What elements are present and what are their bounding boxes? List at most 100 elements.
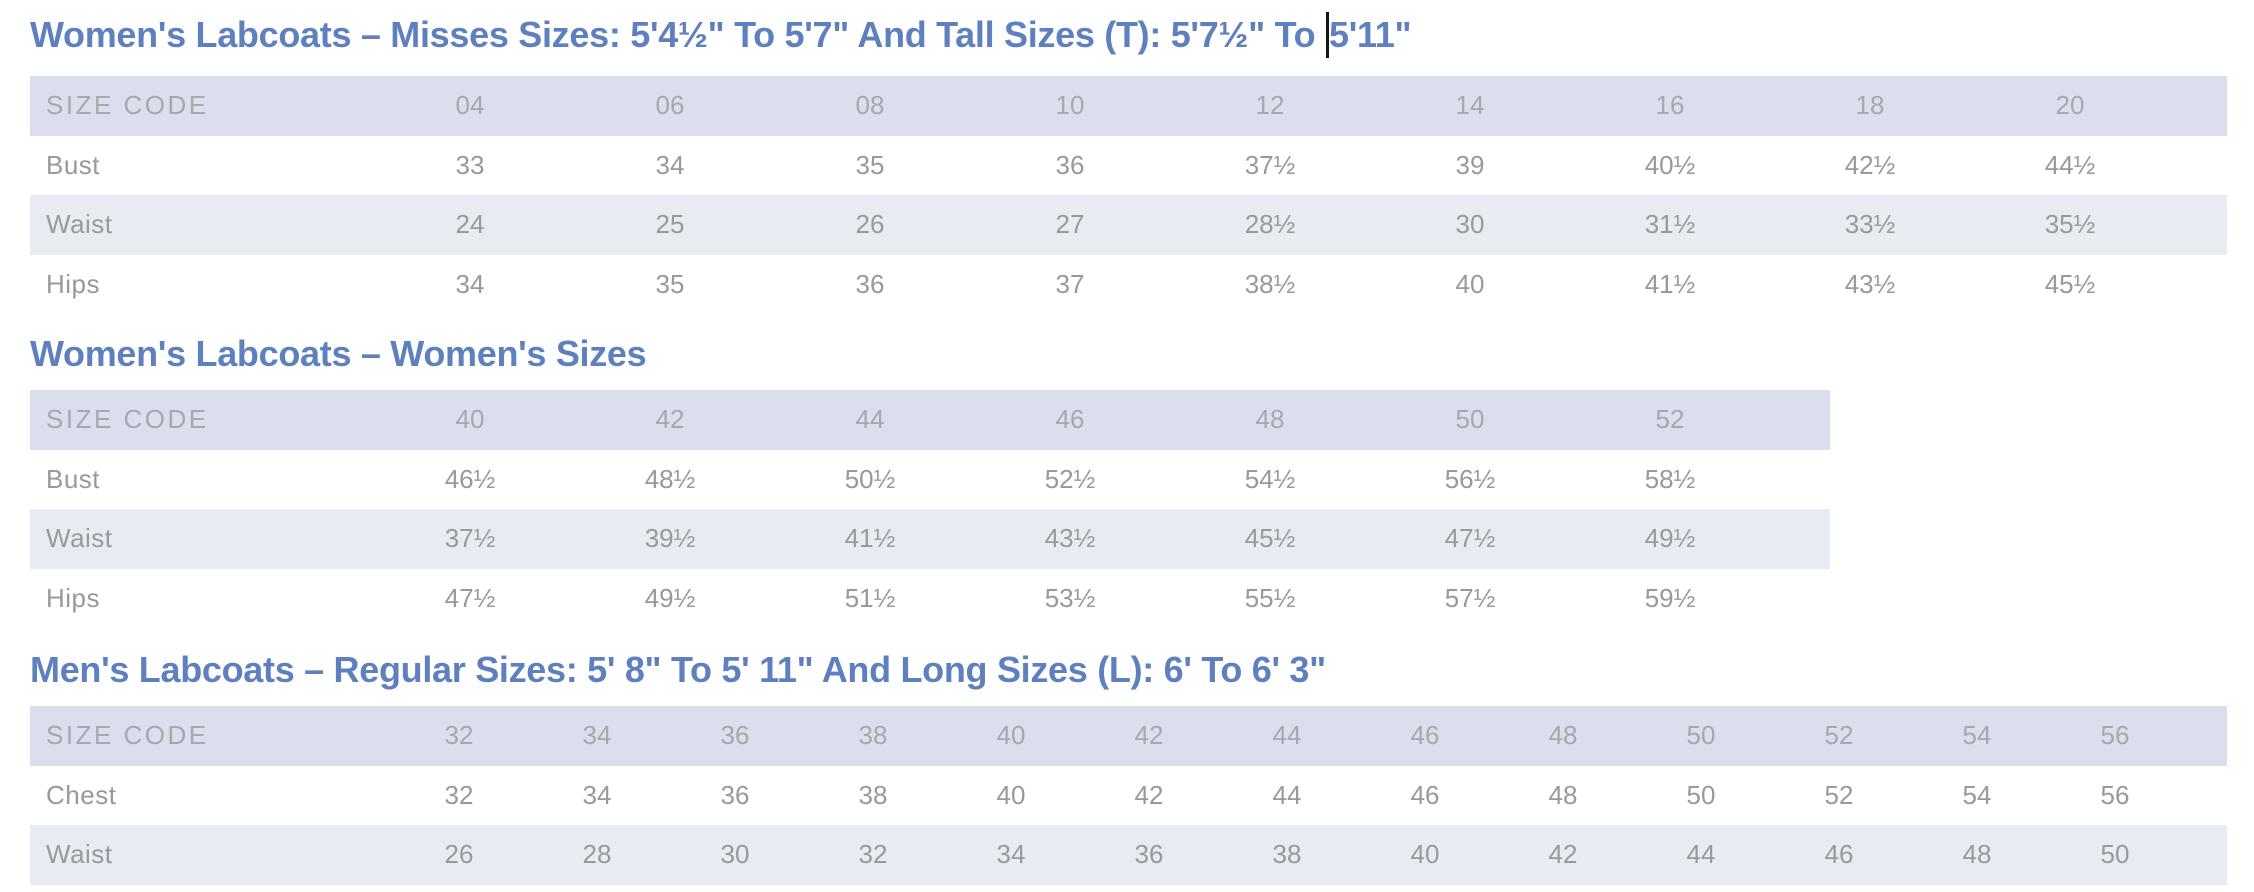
table-row: Bust 46½ 48½ 50½ 52½ 54½ 56½ 58½ bbox=[30, 450, 1830, 510]
size-value: 46 bbox=[1410, 779, 1440, 810]
header-spacer-cell bbox=[1770, 390, 1830, 450]
text-cursor bbox=[1326, 12, 1330, 58]
size-value: 39 bbox=[1455, 149, 1485, 180]
size-value: 40 bbox=[1455, 268, 1485, 299]
size-column-header: 40 bbox=[370, 390, 570, 450]
size-value: 37½ bbox=[370, 509, 570, 569]
size-column-header: 18 bbox=[1770, 76, 1970, 136]
size-value: 26 bbox=[390, 825, 528, 885]
size-column-header: 34 bbox=[528, 706, 666, 766]
size-column-header: 44 bbox=[1218, 706, 1356, 766]
size-value: 38 bbox=[1218, 825, 1356, 885]
row-label: Bust bbox=[46, 463, 101, 494]
size-column-header: 10 bbox=[970, 76, 1170, 136]
size-column-header: 48 bbox=[1170, 390, 1370, 450]
size-column-header: 48 bbox=[1494, 706, 1632, 766]
section-title-womens-sizes: Women's Labcoats – Women's Sizes bbox=[30, 333, 647, 374]
size-code-header: SIZE CODE bbox=[30, 390, 370, 450]
size-value: 45½ bbox=[2044, 268, 2096, 299]
size-column-header: 42 bbox=[1080, 706, 1218, 766]
section-womens-sizes: Women's Labcoats – Women's Sizes SIZE CO… bbox=[30, 331, 2227, 628]
size-value: 35½ bbox=[1970, 195, 2170, 255]
size-value: 36 bbox=[1080, 825, 1218, 885]
row-label: Hips bbox=[46, 268, 101, 299]
size-value: 35 bbox=[855, 149, 885, 180]
table-header-row: SIZE CODE 04 06 08 10 12 14 16 18 20 bbox=[30, 76, 2227, 136]
size-value: 35 bbox=[655, 268, 685, 299]
size-column-header: 52 bbox=[1770, 706, 1908, 766]
size-value: 46½ bbox=[444, 463, 496, 494]
size-value: 52 bbox=[1824, 779, 1854, 810]
table-row: Waist 24 25 26 27 28½ 30 31½ 33½ 35½ bbox=[30, 195, 2227, 255]
size-value: 43½ bbox=[970, 509, 1170, 569]
size-value: 36 bbox=[1055, 149, 1085, 180]
size-column-header: 46 bbox=[1356, 706, 1494, 766]
row-label: Waist bbox=[30, 195, 370, 255]
size-value: 41½ bbox=[770, 509, 970, 569]
size-value: 28½ bbox=[1170, 195, 1370, 255]
section-womens-misses: Women's Labcoats – Misses Sizes: 5'4½" T… bbox=[30, 12, 2227, 314]
size-column-header: 08 bbox=[770, 76, 970, 136]
size-column-header: 50 bbox=[1632, 706, 1770, 766]
size-value: 42 bbox=[1494, 825, 1632, 885]
section-title-mens-regular: Men's Labcoats – Regular Sizes: 5' 8" To… bbox=[30, 649, 1326, 690]
row-label: Waist bbox=[30, 825, 390, 885]
section-mens-regular: Men's Labcoats – Regular Sizes: 5' 8" To… bbox=[30, 647, 2227, 885]
row-label: Bust bbox=[46, 149, 101, 180]
size-value: 44½ bbox=[2044, 149, 2096, 180]
table-header-row: SIZE CODE 40 42 44 46 48 50 52 bbox=[30, 390, 1830, 450]
size-column-header: 42 bbox=[570, 390, 770, 450]
title-text-after-cursor: 5'11" bbox=[1329, 14, 1412, 56]
size-column-header: 50 bbox=[1370, 390, 1570, 450]
size-column-header: 20 bbox=[1970, 76, 2170, 136]
table-row: Waist 26 28 30 32 34 36 38 40 42 44 46 48 50 bbox=[30, 825, 2227, 885]
size-value: 24 bbox=[370, 195, 570, 255]
size-value: 48 bbox=[1548, 779, 1578, 810]
row-spacer-cell bbox=[1770, 450, 1830, 510]
size-value: 48½ bbox=[644, 463, 696, 494]
size-value: 28 bbox=[528, 825, 666, 885]
size-value: 38½ bbox=[1244, 268, 1296, 299]
row-spacer-cell bbox=[2170, 136, 2227, 196]
size-value: 30 bbox=[1370, 195, 1570, 255]
size-value: 40 bbox=[996, 779, 1026, 810]
row-spacer-cell bbox=[1770, 569, 1830, 629]
size-value: 31½ bbox=[1570, 195, 1770, 255]
size-value: 36 bbox=[720, 779, 750, 810]
size-value: 56 bbox=[2100, 779, 2130, 810]
size-value: 44 bbox=[1272, 779, 1302, 810]
size-value: 34 bbox=[582, 779, 612, 810]
size-value: 56½ bbox=[1444, 463, 1496, 494]
size-value: 58½ bbox=[1644, 463, 1696, 494]
size-column-header: 52 bbox=[1570, 390, 1770, 450]
size-value: 43½ bbox=[1844, 268, 1896, 299]
size-code-header: SIZE CODE bbox=[30, 76, 370, 136]
table-row: Bust 33 34 35 36 37½ 39 40½ 42½ 44½ bbox=[30, 136, 2227, 196]
size-chart-womens-misses: SIZE CODE 04 06 08 10 12 14 16 18 20 Bust 33 34 35 36 3… bbox=[30, 76, 2227, 314]
size-value: 37 bbox=[1055, 268, 1085, 299]
size-value: 42½ bbox=[1844, 149, 1896, 180]
size-value: 37½ bbox=[1244, 149, 1296, 180]
size-value: 42 bbox=[1134, 779, 1164, 810]
size-value: 26 bbox=[770, 195, 970, 255]
table-row: Hips 47½ 49½ 51½ 53½ 55½ 57½ 59½ bbox=[30, 569, 1830, 629]
size-column-header: 36 bbox=[666, 706, 804, 766]
row-label: Chest bbox=[46, 779, 117, 810]
size-value: 50 bbox=[1686, 779, 1716, 810]
size-value: 54 bbox=[1962, 779, 1992, 810]
size-value: 46 bbox=[1770, 825, 1908, 885]
size-column-header: 44 bbox=[770, 390, 970, 450]
size-column-header: 40 bbox=[942, 706, 1080, 766]
size-value: 59½ bbox=[1644, 582, 1696, 613]
table-row: Waist 37½ 39½ 41½ 43½ 45½ 47½ 49½ bbox=[30, 509, 1830, 569]
size-value: 47½ bbox=[1370, 509, 1570, 569]
size-value: 50½ bbox=[844, 463, 896, 494]
size-value: 39½ bbox=[570, 509, 770, 569]
row-spacer-cell bbox=[2170, 195, 2227, 255]
size-value: 40½ bbox=[1644, 149, 1696, 180]
size-value: 57½ bbox=[1444, 582, 1496, 613]
size-value: 44 bbox=[1632, 825, 1770, 885]
size-value: 55½ bbox=[1244, 582, 1296, 613]
row-spacer-cell bbox=[1770, 509, 1830, 569]
